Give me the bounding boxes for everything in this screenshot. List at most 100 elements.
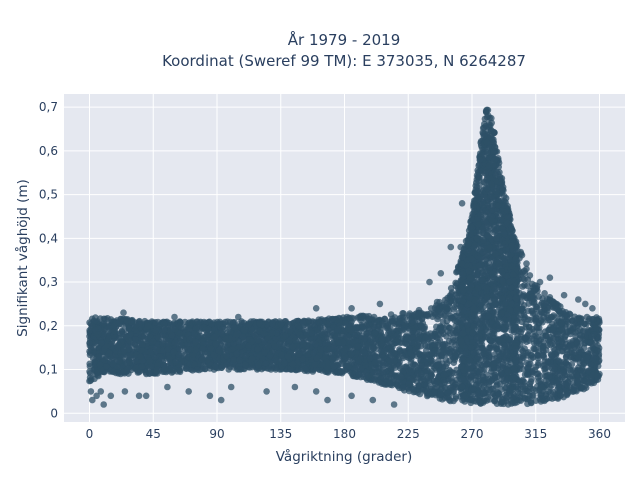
data-point bbox=[419, 375, 427, 383]
data-point bbox=[168, 332, 176, 339]
data-point bbox=[109, 368, 117, 376]
data-point bbox=[86, 377, 93, 385]
data-point bbox=[425, 390, 433, 398]
data-point bbox=[450, 397, 457, 405]
data-point bbox=[292, 337, 299, 344]
data-point bbox=[429, 313, 436, 321]
data-point bbox=[405, 380, 413, 388]
data-point bbox=[132, 336, 139, 343]
data-point bbox=[448, 339, 456, 346]
data-point bbox=[517, 353, 525, 360]
data-point bbox=[579, 364, 586, 372]
data-point bbox=[141, 335, 149, 343]
data-point bbox=[551, 394, 558, 402]
chart-title: År 1979 - 2019 bbox=[288, 30, 401, 49]
data-point bbox=[122, 333, 130, 341]
data-point bbox=[521, 267, 528, 275]
data-point bbox=[547, 389, 554, 396]
data-point bbox=[254, 361, 262, 369]
data-point bbox=[574, 377, 581, 385]
data-point bbox=[254, 337, 262, 344]
data-point bbox=[563, 311, 570, 319]
data-point bbox=[415, 310, 423, 318]
data-point bbox=[152, 319, 159, 326]
data-point bbox=[448, 294, 455, 302]
data-point bbox=[364, 372, 371, 380]
data-point bbox=[524, 307, 532, 315]
data-point bbox=[452, 380, 460, 387]
data-point bbox=[407, 359, 415, 366]
data-point bbox=[523, 260, 530, 267]
data-point bbox=[211, 363, 219, 370]
data-point bbox=[115, 319, 123, 326]
chart-subtitle: Koordinat (Sweref 99 TM): E 373035, N 62… bbox=[162, 52, 526, 70]
data-point bbox=[222, 318, 229, 326]
data-point bbox=[123, 359, 131, 367]
data-point bbox=[278, 351, 286, 359]
data-point bbox=[211, 333, 219, 341]
data-point bbox=[527, 378, 535, 386]
data-point bbox=[530, 345, 537, 353]
data-point bbox=[109, 360, 117, 368]
data-point bbox=[96, 361, 104, 369]
data-point bbox=[364, 341, 371, 349]
data-point bbox=[399, 327, 406, 334]
data-point bbox=[436, 325, 444, 332]
data-point bbox=[239, 332, 247, 340]
data-point bbox=[527, 385, 535, 392]
data-point bbox=[531, 366, 539, 374]
data-point bbox=[560, 369, 568, 377]
data-point bbox=[330, 362, 338, 370]
data-point bbox=[558, 325, 566, 333]
data-point bbox=[354, 314, 362, 321]
data-point bbox=[414, 352, 421, 360]
data-point bbox=[396, 362, 403, 369]
data-point bbox=[421, 351, 428, 359]
data-point bbox=[152, 327, 160, 334]
data-point bbox=[590, 315, 597, 323]
data-point bbox=[437, 331, 445, 339]
data-point bbox=[202, 365, 209, 373]
data-point bbox=[361, 349, 368, 356]
data-point bbox=[365, 315, 373, 323]
data-point bbox=[570, 386, 577, 394]
data-point bbox=[389, 317, 396, 325]
data-point bbox=[528, 298, 536, 306]
data-point bbox=[523, 349, 530, 357]
data-point bbox=[442, 312, 449, 319]
data-point bbox=[531, 310, 538, 317]
data-point bbox=[436, 309, 444, 316]
data-point bbox=[235, 338, 243, 345]
data-point bbox=[434, 347, 441, 355]
data-point bbox=[439, 318, 447, 325]
data-point bbox=[541, 397, 548, 405]
data-point bbox=[444, 328, 452, 335]
data-point bbox=[526, 272, 534, 279]
data-point bbox=[569, 324, 577, 331]
data-point bbox=[294, 317, 302, 325]
data-point bbox=[440, 346, 448, 354]
data-point bbox=[377, 348, 385, 355]
data-point bbox=[289, 343, 297, 351]
data-point bbox=[95, 353, 103, 361]
data-point bbox=[333, 333, 341, 340]
data-point bbox=[178, 341, 185, 349]
data-point bbox=[595, 334, 602, 341]
data-point bbox=[100, 319, 108, 327]
data-point bbox=[401, 319, 408, 326]
data-point bbox=[378, 358, 385, 365]
data-point bbox=[547, 341, 554, 348]
data-point bbox=[558, 314, 565, 321]
data-point bbox=[595, 315, 603, 323]
data-point bbox=[527, 287, 534, 295]
data-point bbox=[424, 310, 431, 318]
data-point bbox=[183, 326, 191, 333]
data-point bbox=[371, 359, 379, 366]
data-point bbox=[352, 349, 360, 356]
data-point bbox=[215, 320, 223, 328]
data-point bbox=[394, 336, 402, 343]
data-point bbox=[124, 365, 132, 373]
data-points bbox=[86, 106, 603, 408]
data-point bbox=[582, 378, 590, 385]
